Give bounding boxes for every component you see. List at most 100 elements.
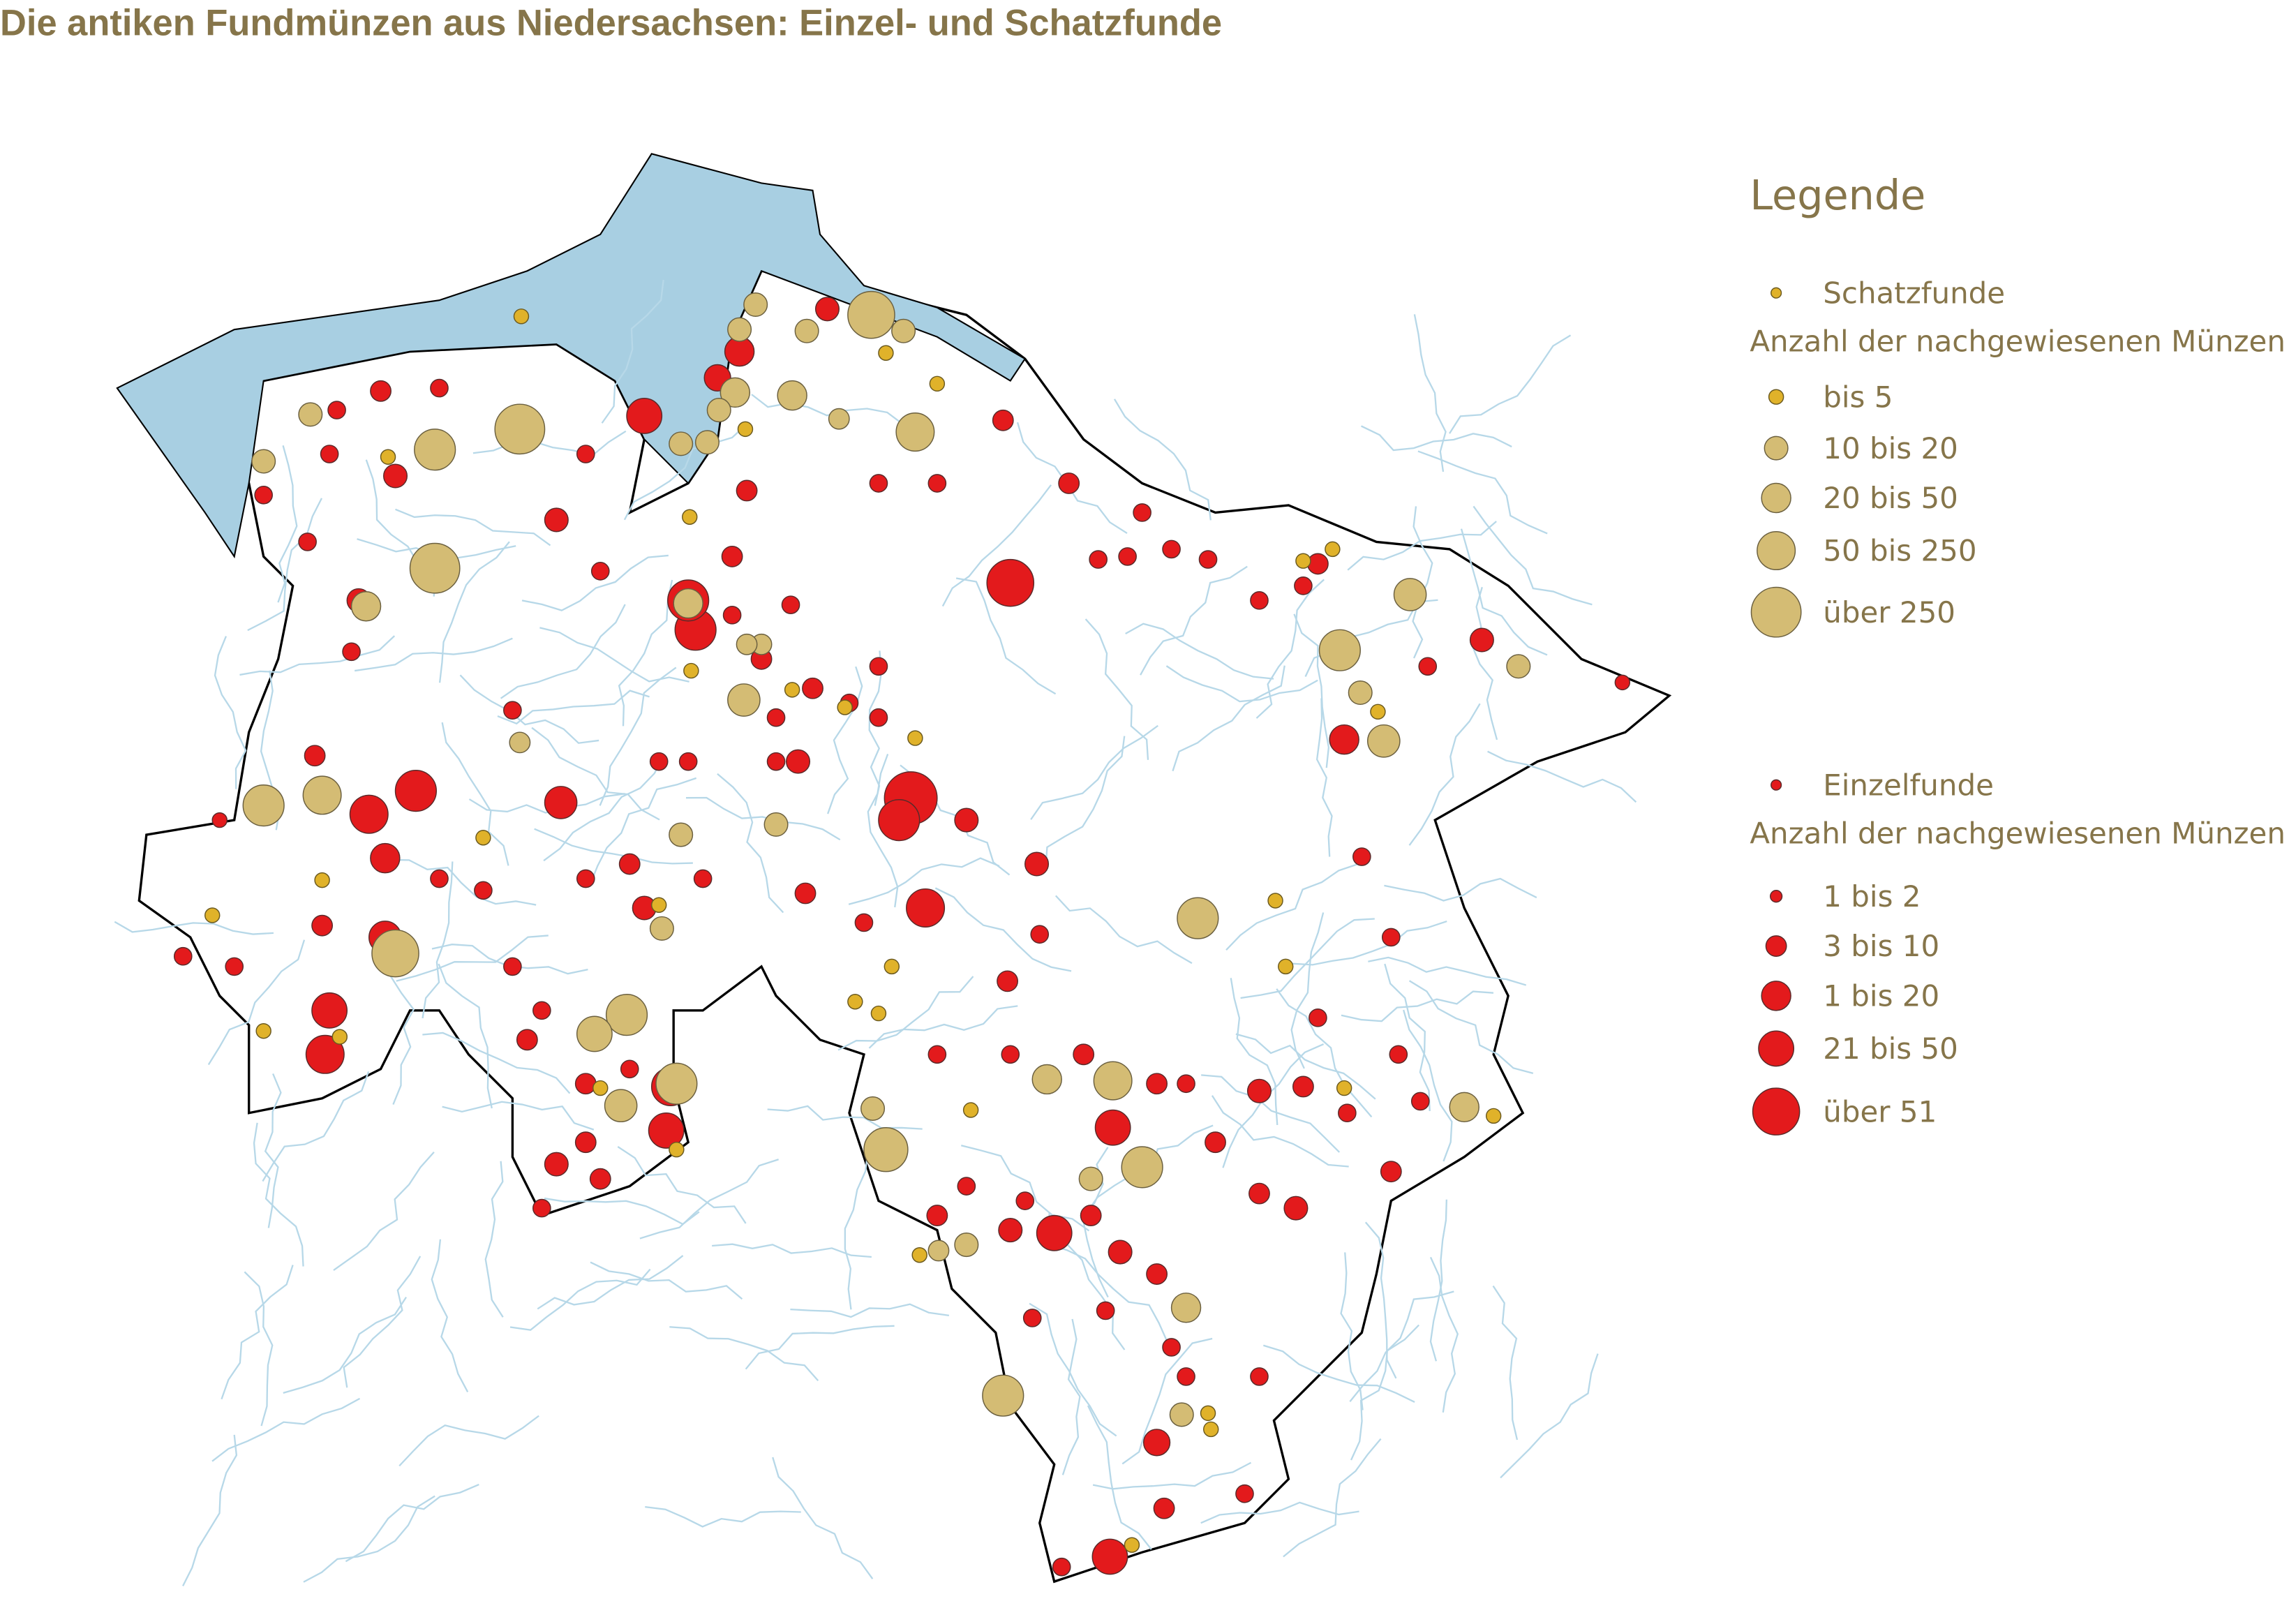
river	[422, 861, 454, 1019]
river	[1449, 334, 1572, 434]
hoard-find-small	[837, 699, 853, 715]
hoard-find-small	[592, 1080, 609, 1096]
hoard-find	[302, 775, 342, 815]
legend-symbol	[1764, 436, 1789, 461]
hoard-find-small	[314, 872, 330, 888]
river	[1087, 1405, 1152, 1550]
single-find	[906, 888, 946, 928]
river	[837, 976, 974, 1051]
hoard-find	[1121, 1146, 1163, 1189]
legend: Legende Schatzfunde Anzahl der nachgewiese…	[1750, 171, 2286, 1136]
hoard-find-small	[878, 345, 894, 361]
hoard-find	[895, 412, 935, 452]
river	[543, 754, 665, 862]
single-find	[997, 970, 1018, 992]
single-find	[1146, 1263, 1168, 1285]
single-find	[327, 401, 346, 419]
river	[1341, 990, 1494, 1022]
hoard-find	[891, 318, 916, 343]
hoard-find	[669, 431, 694, 456]
single-find	[1250, 591, 1269, 610]
single-find	[1338, 1103, 1357, 1123]
legend-symbol	[1752, 1087, 1801, 1136]
river	[253, 1122, 304, 1267]
single-find	[1469, 627, 1494, 653]
hoard-find-small	[1278, 958, 1294, 975]
hoard-find	[1093, 1061, 1133, 1101]
hoard-find	[736, 633, 758, 655]
single-find	[1306, 553, 1329, 575]
hoard-find-small	[204, 907, 221, 923]
hoard-find-small	[911, 1247, 927, 1263]
single-find	[1177, 1074, 1195, 1094]
single-find	[304, 745, 326, 767]
single-find	[781, 595, 800, 614]
river	[827, 666, 863, 814]
single-find	[430, 378, 449, 398]
hoard-find	[1348, 680, 1373, 706]
single-find	[173, 946, 193, 966]
single-find	[342, 642, 361, 662]
single-find	[1329, 724, 1359, 755]
hoard-find-small	[1267, 893, 1283, 909]
hoard-find	[605, 994, 648, 1036]
hoard-find	[863, 1126, 909, 1172]
single-find	[311, 914, 334, 937]
hoard-find	[673, 588, 703, 619]
river	[422, 1032, 571, 1094]
river	[1460, 528, 1548, 656]
river	[1125, 623, 1274, 680]
river	[1412, 506, 1433, 659]
single-find	[869, 657, 888, 676]
single-find	[349, 794, 389, 834]
single-find	[1294, 576, 1313, 595]
hoard-find-small	[784, 682, 800, 698]
single-find	[794, 882, 817, 904]
single-find	[1380, 1161, 1402, 1183]
single-find	[766, 752, 786, 771]
hoard-find-small	[683, 662, 699, 679]
river	[1045, 736, 1126, 868]
river	[431, 1239, 469, 1392]
river	[1413, 314, 1447, 472]
single-find	[576, 445, 595, 463]
river	[1172, 665, 1285, 772]
hoard-find	[954, 1233, 979, 1258]
single-find	[721, 545, 743, 567]
single-find	[590, 562, 610, 581]
river	[395, 508, 551, 546]
legend-symbol	[1750, 586, 1802, 638]
river	[1165, 665, 1318, 703]
river	[396, 935, 549, 982]
river	[383, 955, 415, 1105]
hoard-find-small	[682, 509, 698, 525]
legend-item: 21 bis 50	[1823, 1032, 1958, 1066]
hoard-find-small	[1202, 1421, 1219, 1438]
single-find	[394, 770, 438, 812]
hoard-find-small	[513, 308, 530, 325]
hoard-find	[982, 1374, 1024, 1417]
river	[1384, 877, 1537, 902]
single-find	[1292, 1075, 1314, 1098]
legend-symbol	[1757, 530, 1796, 571]
hoard-find-small	[907, 730, 923, 746]
hoard-find-small	[929, 375, 946, 392]
single-find	[620, 1059, 639, 1079]
river	[960, 1145, 1090, 1232]
hoard-find-small	[962, 1102, 979, 1118]
hoard-find-small	[884, 958, 900, 975]
single-find	[305, 1034, 345, 1074]
single-find	[927, 1045, 947, 1064]
river	[264, 1073, 282, 1228]
river	[442, 1101, 595, 1131]
river	[745, 1325, 895, 1370]
single-find	[1250, 1367, 1269, 1386]
river	[247, 498, 323, 632]
river	[669, 1326, 819, 1382]
legend-symbol	[1765, 935, 1787, 957]
single-find	[1381, 928, 1401, 947]
hoard-find	[251, 449, 276, 474]
legend-symbol	[1768, 389, 1784, 405]
river	[398, 1415, 539, 1467]
single-find	[1246, 1078, 1272, 1103]
